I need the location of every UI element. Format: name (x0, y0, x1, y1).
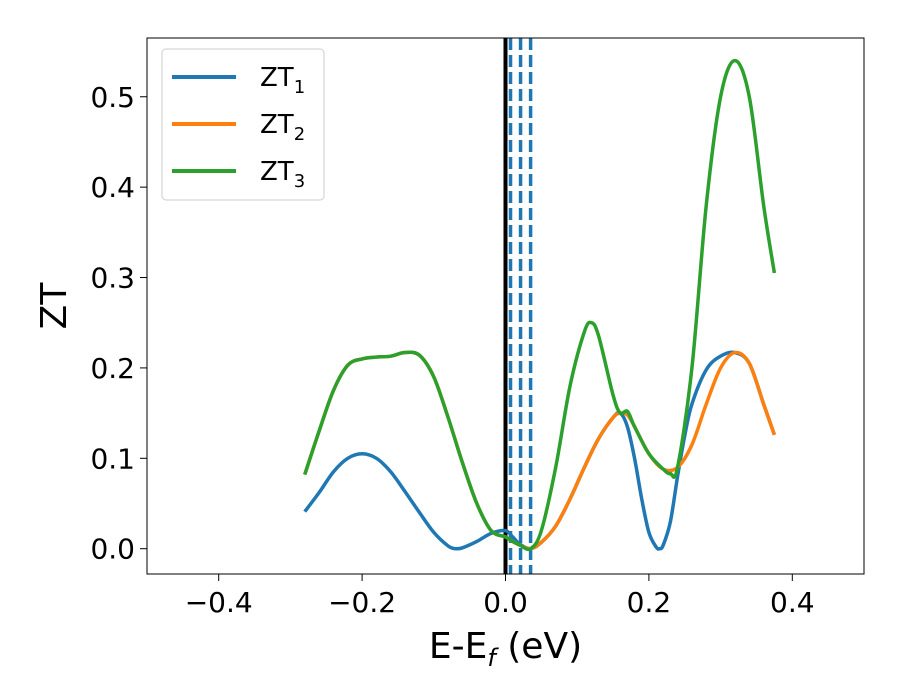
y-tick-label: 0.0 (90, 533, 135, 566)
x-tick-label: −0.2 (328, 586, 396, 619)
y-axis-label: ZT (34, 282, 75, 330)
y-tick-label: 0.4 (90, 171, 135, 204)
x-axis-label-unit: (eV) (496, 626, 582, 667)
y-tick-label: 0.1 (90, 442, 135, 475)
legend: ZT1 ZT2 ZT3 (161, 48, 325, 201)
series-line-zt1 (303, 350, 777, 551)
y-tick-label: 0.2 (90, 352, 135, 385)
x-tick-label: 0.2 (627, 586, 672, 619)
legend-label-zt1: ZT1 (260, 63, 305, 98)
legend-label-zt3: ZT3 (260, 157, 305, 192)
legend-box (161, 48, 325, 201)
x-tick-label: −0.4 (185, 586, 253, 619)
series-line-zt2 (303, 350, 777, 551)
x-axis-label: E-Ef (eV) (429, 626, 582, 672)
series-line-zt3 (303, 58, 777, 552)
x-tick-label: 0.0 (483, 586, 528, 619)
y-tick-label: 0.5 (90, 81, 135, 114)
legend-label-zt2: ZT2 (260, 110, 305, 145)
x-tick-label: 0.4 (770, 586, 815, 619)
axis-ticks: −0.4 −0.2 0.0 0.2 0.4 0.0 0.1 0.2 0.3 0.4 0.5 (90, 81, 814, 619)
x-axis-label-main: E-E (429, 626, 487, 667)
y-tick-label: 0.3 (90, 262, 135, 295)
plot-area (303, 38, 777, 574)
